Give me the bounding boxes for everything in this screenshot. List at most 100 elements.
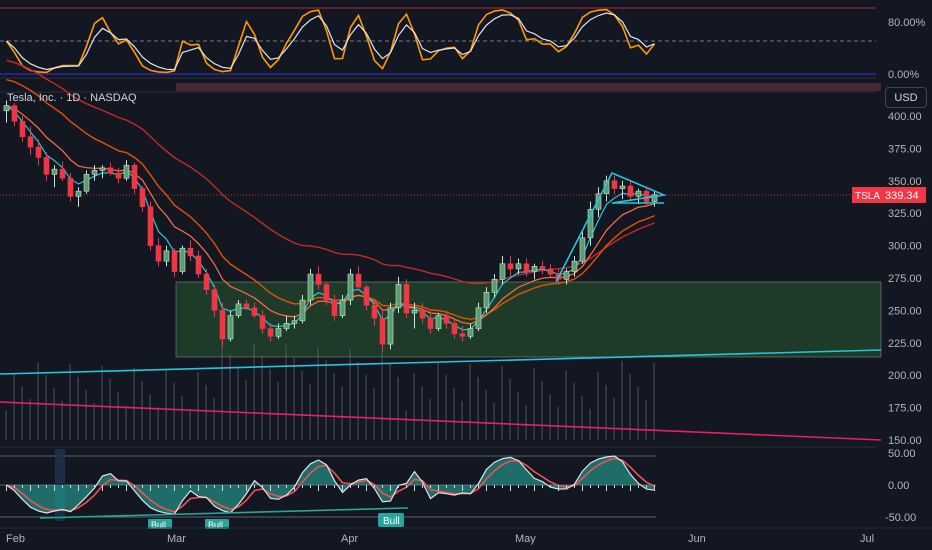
ma-50-line bbox=[6, 105, 655, 325]
volume-bar bbox=[653, 363, 655, 440]
time-label-apr: Apr bbox=[341, 533, 358, 545]
candle-body bbox=[443, 315, 450, 324]
candle-body bbox=[475, 307, 482, 329]
volume-bar bbox=[573, 383, 575, 440]
rsi-tick-80: 80.00% bbox=[888, 17, 926, 29]
volume-bar bbox=[197, 372, 199, 440]
volume-bar bbox=[85, 390, 87, 440]
volume-bar bbox=[61, 401, 63, 440]
candle-body bbox=[411, 310, 418, 314]
candle-body bbox=[451, 323, 458, 335]
candle-body bbox=[59, 168, 66, 179]
candle-body bbox=[27, 136, 34, 148]
time-label-jul: Jul bbox=[860, 533, 874, 545]
candle-body bbox=[275, 328, 282, 337]
price-tick-label: 150.00 bbox=[888, 435, 922, 447]
volume-bar bbox=[149, 394, 151, 440]
oscillator-line bbox=[6, 455, 655, 515]
price-tick-label: 275.00 bbox=[888, 273, 922, 285]
volume-bar bbox=[501, 366, 503, 440]
volume-bar bbox=[133, 368, 135, 440]
candle-body bbox=[147, 206, 154, 246]
candle-body bbox=[547, 268, 554, 275]
pennant-pattern bbox=[555, 171, 667, 283]
candle-body bbox=[315, 273, 322, 285]
candle-body bbox=[187, 247, 194, 257]
candle-body bbox=[99, 167, 106, 171]
candle-body bbox=[563, 271, 570, 280]
time-label-feb: Feb bbox=[6, 533, 25, 545]
volume-bar bbox=[221, 341, 223, 440]
volume-bar bbox=[397, 377, 399, 440]
divergence-line bbox=[39, 507, 409, 519]
volume-bar bbox=[445, 375, 447, 440]
candle-body bbox=[51, 168, 58, 175]
volume-bar bbox=[421, 386, 423, 440]
ticker-label-box bbox=[852, 187, 880, 203]
volume-bar bbox=[269, 369, 271, 440]
candle-body bbox=[507, 263, 514, 270]
last-price-label: 339.34 bbox=[885, 190, 919, 202]
currency-button[interactable]: USD bbox=[885, 87, 927, 108]
price-tick-label: 250.00 bbox=[888, 305, 922, 317]
volume-bar bbox=[277, 382, 279, 440]
bull-label-3: Bull bbox=[383, 516, 400, 527]
volume-bar bbox=[229, 354, 231, 440]
volume-bar bbox=[349, 349, 351, 440]
volume-bar bbox=[261, 356, 263, 440]
candle-body bbox=[363, 286, 370, 306]
rsi-tick-0: 0.00% bbox=[888, 69, 919, 81]
oscillator-signal-line bbox=[6, 457, 655, 513]
volume-bar bbox=[109, 379, 111, 440]
price-tick-label: 225.00 bbox=[888, 338, 922, 350]
ema-short-line bbox=[6, 105, 655, 331]
volume-bar bbox=[245, 380, 247, 440]
candle-body bbox=[11, 105, 18, 122]
candle-body bbox=[515, 263, 522, 270]
volume-bar bbox=[93, 403, 95, 440]
candle-body bbox=[251, 307, 258, 316]
volume-bar bbox=[13, 373, 15, 440]
volume-bar bbox=[589, 409, 591, 440]
pane-separator bbox=[176, 83, 881, 91]
candle-body bbox=[539, 266, 546, 270]
volume-bar bbox=[373, 388, 375, 440]
volume-bar bbox=[493, 403, 495, 440]
volume-bar bbox=[485, 390, 487, 440]
bull-label-1: Bull bbox=[151, 520, 166, 530]
bull-label-box-2 bbox=[205, 519, 229, 529]
candle-body bbox=[259, 315, 266, 329]
volume-bar bbox=[285, 345, 287, 440]
volume-bar bbox=[597, 372, 599, 440]
volume-bar bbox=[181, 396, 183, 440]
candle-body bbox=[227, 315, 234, 340]
candle-body bbox=[427, 317, 434, 329]
oscillator-pane: Bull Bull Bull 50.00 0.00 -50.00 bbox=[0, 446, 916, 530]
candle-body bbox=[643, 190, 650, 202]
demand-zone bbox=[175, 281, 882, 358]
candle-body bbox=[627, 185, 634, 197]
volume-bar bbox=[613, 398, 615, 440]
osc-tick-0: 0.00 bbox=[888, 480, 909, 492]
volume-bar bbox=[77, 377, 79, 440]
candle-body bbox=[579, 237, 586, 262]
volume-bar bbox=[173, 383, 175, 440]
candle-body bbox=[323, 284, 330, 301]
oscillator-histogram bbox=[6, 485, 655, 491]
volume-bar bbox=[517, 392, 519, 440]
volume-bar bbox=[357, 362, 359, 440]
volume-bar bbox=[365, 375, 367, 440]
candle-body bbox=[499, 263, 506, 280]
candle-body bbox=[387, 307, 394, 345]
candle-body bbox=[75, 190, 82, 197]
price-pane: Tesla, Inc. · 1D · NASDAQ bbox=[0, 59, 882, 441]
candle-body bbox=[283, 323, 290, 329]
candle-body bbox=[179, 247, 186, 272]
volume-bar bbox=[37, 362, 39, 440]
volume-bar bbox=[565, 370, 567, 440]
candle-body bbox=[611, 180, 618, 189]
candle-body bbox=[435, 315, 442, 329]
bull-label-box-1 bbox=[148, 519, 172, 529]
candle-body bbox=[155, 245, 162, 262]
